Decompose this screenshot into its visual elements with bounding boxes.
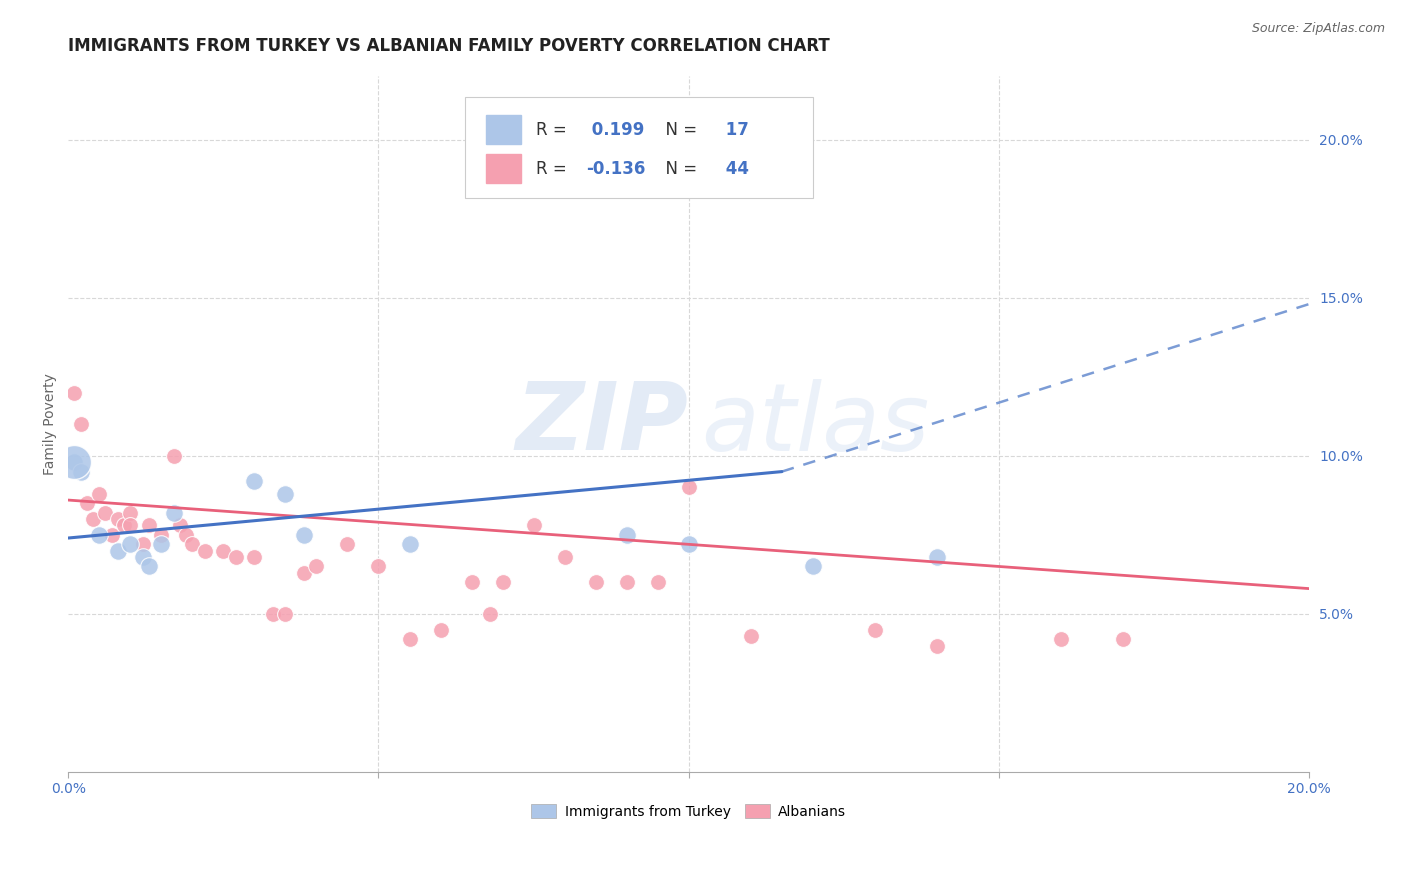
Point (169, 518, 191, 533)
Point (1050, 632, 1073, 647)
Point (150, 537, 173, 551)
Point (243, 549, 266, 564)
Point (398, 537, 420, 551)
Point (120, 518, 142, 533)
Point (305, 559, 328, 574)
Point (76, 496, 98, 510)
Text: Source: ZipAtlas.com: Source: ZipAtlas.com (1251, 22, 1385, 36)
Point (336, 537, 359, 551)
Point (740, 629, 762, 643)
Point (367, 559, 389, 574)
Point (678, 480, 700, 494)
Point (212, 543, 235, 558)
Point (554, 549, 576, 564)
Point (194, 543, 217, 558)
Point (1112, 632, 1135, 647)
Point (225, 549, 247, 564)
Bar (486, 115, 522, 145)
Point (181, 537, 204, 551)
Point (678, 537, 700, 551)
Point (112, 518, 135, 533)
Text: -0.136: -0.136 (586, 160, 645, 178)
Point (585, 575, 607, 590)
Point (63, 385, 86, 400)
Point (138, 559, 160, 574)
Point (63, 455, 86, 469)
Point (925, 639, 948, 653)
Point (138, 518, 160, 533)
Text: R =: R = (536, 121, 572, 139)
Point (863, 623, 886, 637)
Point (120, 506, 142, 520)
Point (274, 607, 297, 621)
Point (107, 512, 129, 526)
Point (647, 575, 669, 590)
Text: 44: 44 (720, 160, 749, 178)
Point (131, 537, 153, 551)
Point (262, 607, 284, 621)
Point (131, 549, 153, 564)
Text: 0.199: 0.199 (586, 121, 644, 139)
Point (163, 449, 186, 463)
Point (94, 506, 117, 520)
Text: IMMIGRANTS FROM TURKEY VS ALBANIAN FAMILY POVERTY CORRELATION CHART: IMMIGRANTS FROM TURKEY VS ALBANIAN FAMIL… (69, 37, 830, 55)
Text: atlas: atlas (702, 379, 929, 470)
Point (89, 528, 111, 542)
Point (523, 518, 546, 533)
Point (69, 465, 91, 479)
Point (63, 455, 86, 469)
Bar (486, 154, 522, 184)
Legend: Immigrants from Turkey, Albanians: Immigrants from Turkey, Albanians (526, 798, 852, 824)
Point (429, 623, 451, 637)
Point (479, 607, 502, 621)
Text: N =: N = (655, 121, 703, 139)
Point (107, 543, 129, 558)
Point (801, 559, 824, 574)
Point (616, 575, 638, 590)
Text: ZIP: ZIP (516, 378, 689, 470)
Point (491, 575, 513, 590)
Point (120, 537, 142, 551)
Point (274, 487, 297, 501)
Point (82, 512, 104, 526)
Point (174, 528, 197, 542)
Point (292, 528, 315, 542)
Text: N =: N = (655, 160, 703, 178)
Point (89, 487, 111, 501)
Text: 17: 17 (720, 121, 748, 139)
FancyBboxPatch shape (465, 97, 813, 198)
Point (460, 575, 482, 590)
Point (292, 566, 315, 580)
Point (69, 417, 91, 432)
Point (243, 474, 266, 488)
Y-axis label: Family Poverty: Family Poverty (44, 373, 58, 475)
Point (163, 506, 186, 520)
Point (150, 528, 173, 542)
Point (616, 528, 638, 542)
Point (398, 632, 420, 647)
Point (100, 528, 122, 542)
Point (925, 549, 948, 564)
Text: R =: R = (536, 160, 572, 178)
